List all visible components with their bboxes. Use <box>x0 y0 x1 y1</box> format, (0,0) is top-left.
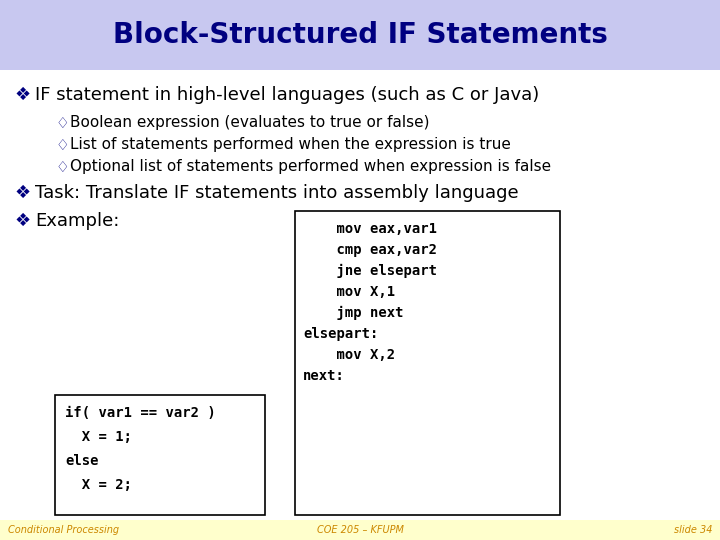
FancyBboxPatch shape <box>55 395 265 515</box>
Text: Optional list of statements performed when expression is false: Optional list of statements performed wh… <box>70 159 551 174</box>
Text: IF statement in high-level languages (such as C or Java): IF statement in high-level languages (su… <box>35 86 539 104</box>
Text: Example:: Example: <box>35 212 120 230</box>
Text: ❖: ❖ <box>14 212 30 230</box>
FancyBboxPatch shape <box>0 0 720 70</box>
Text: cmp eax,var2: cmp eax,var2 <box>303 243 437 257</box>
Text: Block-Structured IF Statements: Block-Structured IF Statements <box>112 21 608 49</box>
FancyBboxPatch shape <box>295 211 560 515</box>
FancyBboxPatch shape <box>0 520 720 540</box>
Text: if( var1 == var2 ): if( var1 == var2 ) <box>65 406 216 420</box>
Text: Conditional Processing: Conditional Processing <box>8 525 119 535</box>
Text: COE 205 – KFUPM: COE 205 – KFUPM <box>317 525 403 535</box>
Text: Task: Translate IF statements into assembly language: Task: Translate IF statements into assem… <box>35 184 518 202</box>
Text: ♢: ♢ <box>55 159 68 174</box>
Text: jmp next: jmp next <box>303 306 403 320</box>
Text: jne elsepart: jne elsepart <box>303 264 437 278</box>
Text: ❖: ❖ <box>14 86 30 104</box>
Text: next:: next: <box>303 369 345 383</box>
Text: else: else <box>65 454 99 468</box>
Text: mov eax,var1: mov eax,var1 <box>303 222 437 236</box>
Text: ♢: ♢ <box>55 138 68 152</box>
Text: X = 1;: X = 1; <box>65 430 132 444</box>
Text: mov X,2: mov X,2 <box>303 348 395 362</box>
Text: mov X,1: mov X,1 <box>303 285 395 299</box>
Text: ♢: ♢ <box>55 116 68 131</box>
Text: List of statements performed when the expression is true: List of statements performed when the ex… <box>70 138 511 152</box>
Text: elsepart:: elsepart: <box>303 327 379 341</box>
Text: Boolean expression (evaluates to true or false): Boolean expression (evaluates to true or… <box>70 116 430 131</box>
Text: slide 34: slide 34 <box>673 525 712 535</box>
Text: X = 2;: X = 2; <box>65 478 132 492</box>
Text: ❖: ❖ <box>14 184 30 202</box>
